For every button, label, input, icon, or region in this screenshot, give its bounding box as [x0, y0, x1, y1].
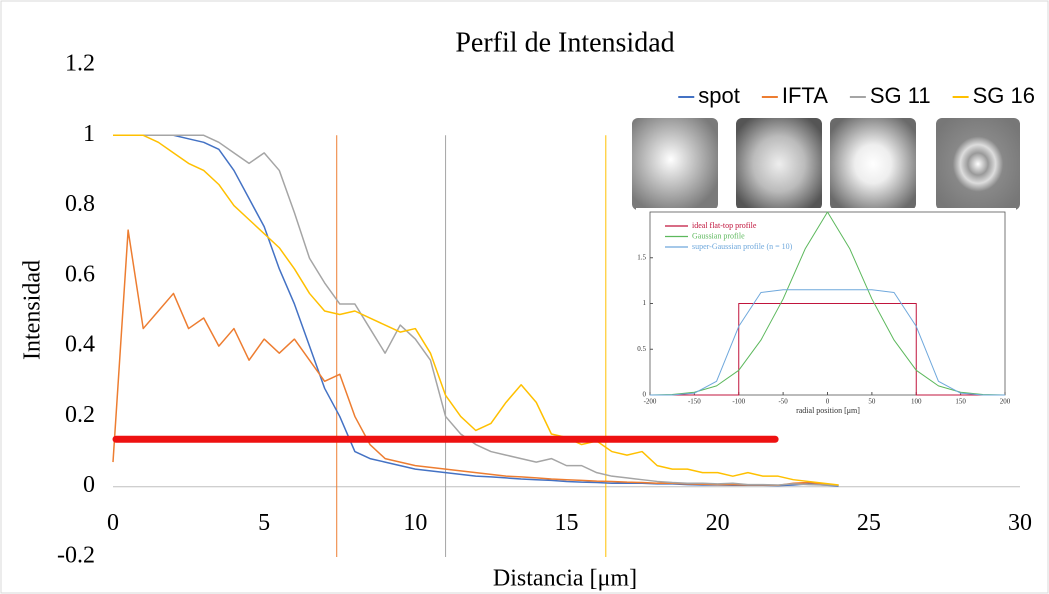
beam-image — [736, 118, 822, 210]
x-tick-label: -100 — [732, 398, 745, 406]
x-tick-label: 100 — [911, 398, 922, 406]
x-axis-label: Distancia [μm] — [493, 566, 637, 592]
y-tick-label: -0.2 — [57, 543, 95, 569]
inset-background — [636, 208, 1016, 420]
y-tick-label: 0.2 — [65, 402, 95, 428]
y-tick-label: 0 — [643, 391, 647, 399]
x-tick-label: 50 — [868, 398, 876, 406]
y-tick-label: 1 — [643, 299, 647, 307]
x-tick-label: 10 — [403, 510, 427, 536]
x-tick-label: 15 — [555, 510, 579, 536]
chart-title: Perfil de Intensidad — [455, 27, 674, 58]
x-tick-label: -50 — [778, 398, 788, 406]
series-line — [650, 303, 1005, 396]
legend-label: SG 16 — [973, 83, 1035, 108]
inset-x-axis-label: radial position [μm] — [796, 406, 860, 415]
series-line — [649, 211, 1006, 396]
series-line — [113, 134, 839, 486]
legend-label: spot — [698, 83, 740, 108]
y-tick-label: 1.5 — [637, 253, 646, 261]
beam-image — [936, 118, 1020, 210]
x-tick-label: -150 — [688, 398, 701, 406]
x-tick-label: 25 — [857, 510, 881, 536]
inset-plot: 0 0.5 1 1.5 -200 -150 -100 -50 0 50 100 150 200 ideal… — [637, 211, 1011, 406]
x-tick-label: 200 — [1000, 398, 1011, 406]
x-tick-label: -200 — [644, 398, 657, 406]
legend-label: SG 11 — [870, 83, 931, 108]
y-tick-label: 0 — [83, 472, 95, 498]
x-tick-label: 0 — [826, 398, 830, 406]
legend-label: ideal flat-top profile — [692, 221, 757, 230]
beam-image — [830, 118, 916, 210]
y-tick-label: 1.2 — [65, 51, 95, 77]
legend-label: Gaussian profile — [692, 231, 745, 240]
x-tick-label: 0 — [107, 510, 119, 536]
x-tick-label: 20 — [706, 510, 730, 536]
x-tick-label: 5 — [258, 510, 270, 536]
y-tick-label: 0.4 — [65, 332, 95, 358]
y-tick-label: 0.6 — [65, 261, 95, 287]
x-tick-label: 150 — [955, 398, 966, 406]
legend-label: IFTA — [782, 83, 828, 108]
y-tick-label: 0.5 — [637, 345, 646, 353]
legend-label: super-Gaussian profile (n = 10) — [692, 242, 793, 251]
series-line — [650, 289, 1005, 396]
y-tick-label: 1 — [83, 121, 95, 147]
y-axis-label: Intensidad — [20, 260, 46, 360]
y-tick-label: 0.8 — [65, 191, 95, 217]
series-line — [113, 134, 839, 487]
beam-image — [632, 118, 718, 210]
beam-images — [632, 118, 1020, 210]
x-tick-label: 30 — [1008, 510, 1032, 536]
